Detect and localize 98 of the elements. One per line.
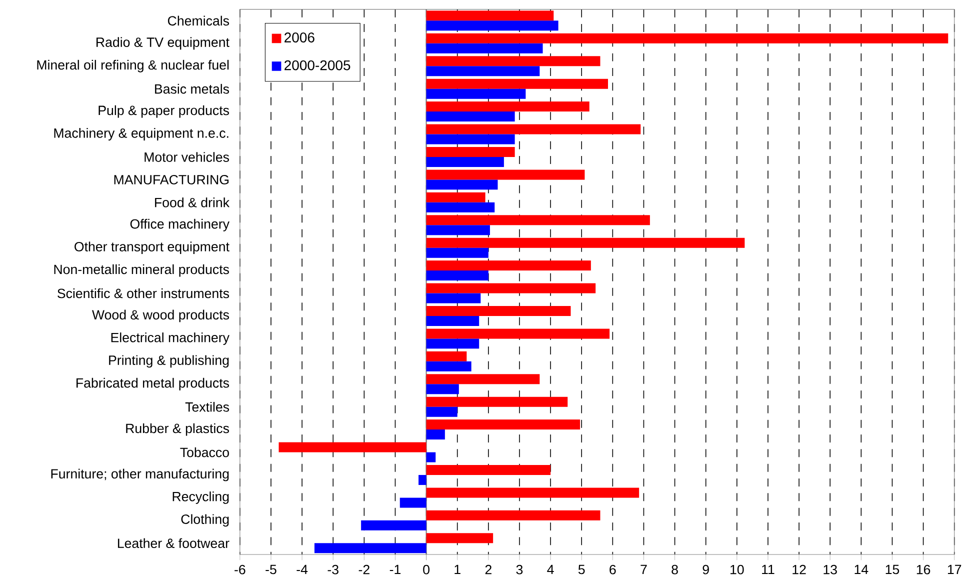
bar (426, 225, 490, 236)
bar (426, 102, 590, 112)
y-tick-label: Leather & footwear (118, 538, 230, 548)
y-tick-label: Recycling (172, 492, 229, 504)
y-tick-label: Machinery & equipment n.e.c. (54, 128, 228, 141)
y-tick-label: Tobacco (180, 447, 229, 458)
bar (426, 192, 486, 202)
bar (426, 510, 600, 521)
y-tick-label: Electrical machinery (111, 332, 230, 345)
bar (426, 20, 558, 31)
bar (426, 43, 543, 54)
y-tick-label: Motor vehicles (144, 152, 230, 162)
bar (426, 238, 745, 248)
x-tick-label: 4 (547, 564, 554, 574)
bar (426, 260, 591, 271)
bar (426, 202, 495, 212)
x-tick-label: 12 (792, 564, 806, 574)
bar (426, 452, 436, 462)
y-tick-label: Basic metals (155, 84, 230, 94)
x-tick-label: 8 (672, 564, 678, 574)
x-tick-label: 2 (485, 564, 492, 574)
legend-label: 2006 (284, 32, 314, 43)
bar (426, 10, 554, 21)
y-tick-label: Office machinery (130, 219, 230, 232)
y-tick-label: Chemicals (168, 16, 230, 26)
x-tick-label: 6 (610, 564, 616, 574)
bar (426, 270, 488, 281)
x-tick-label: 16 (916, 564, 930, 574)
x-tick-label: 5 (578, 564, 585, 574)
y-tick-label: Wood & wood products (92, 310, 230, 322)
bar (426, 316, 480, 326)
x-tick-label: -6 (234, 564, 246, 574)
bar (426, 88, 526, 99)
x-tick-label: -2 (358, 564, 370, 574)
x-tick-label: 3 (516, 564, 523, 574)
bar (426, 283, 596, 294)
x-tick-label: 9 (702, 564, 709, 574)
y-tick-label: Furniture; other manufacturing (51, 468, 229, 482)
x-tick-label: 14 (854, 564, 868, 574)
bar (426, 430, 445, 440)
y-tick-label: Rubber & plastics (126, 423, 230, 436)
y-tick-label: Radio & TV equipment (96, 37, 230, 50)
bar (400, 498, 426, 508)
bar (314, 543, 426, 554)
bar (426, 33, 948, 44)
bar (426, 215, 650, 226)
bar (426, 488, 640, 498)
bar (426, 406, 458, 417)
bar (426, 134, 515, 144)
bar (426, 328, 610, 339)
y-tick-label: Printing & publishing (109, 355, 229, 368)
bar (426, 338, 480, 349)
bar (426, 396, 568, 407)
bar (426, 78, 608, 89)
y-tick-label: Mineral oil refining & nuclear fuel (37, 60, 229, 72)
bar (426, 362, 472, 372)
bar (426, 180, 498, 190)
bar (426, 293, 481, 304)
x-tick-label: 0 (423, 564, 430, 574)
x-tick-label: -5 (266, 564, 276, 574)
bar (426, 124, 641, 134)
y-tick-label: Scientific & other instruments (58, 288, 230, 298)
y-tick-label: Clothing (181, 514, 229, 527)
x-tick-label: 1 (454, 564, 460, 574)
bar (426, 56, 600, 66)
bar (278, 442, 426, 452)
x-tick-label: -1 (390, 564, 401, 574)
x-tick-label: -3 (328, 564, 338, 574)
legend-label: 2000-2005 (284, 60, 350, 70)
y-tick-label: MANUFACTURING (114, 175, 229, 184)
bar (418, 475, 426, 486)
x-tick-label: 11 (762, 564, 774, 574)
y-tick-label: Other transport equipment (74, 242, 230, 254)
x-tick-label: 7 (640, 564, 647, 574)
bar (426, 170, 585, 180)
bar (426, 248, 488, 258)
bar (426, 147, 515, 158)
x-tick-label: 10 (730, 564, 744, 574)
bar (426, 352, 467, 362)
x-tick-label: -4 (296, 564, 308, 574)
x-tick-label: 13 (824, 564, 837, 574)
bar (426, 66, 540, 76)
y-tick-label: Textiles (185, 402, 230, 412)
x-tick-label: 17 (948, 564, 962, 574)
bar (426, 374, 540, 384)
y-tick-label: Food & drink (155, 198, 230, 208)
y-tick-label: Fabricated metal products (76, 378, 230, 390)
x-tick-label: 15 (886, 564, 900, 574)
y-tick-label: Non-metallic mineral products (54, 264, 229, 277)
bar (426, 465, 551, 476)
bar (426, 306, 571, 316)
bar (426, 384, 459, 394)
y-tick-label: Pulp & paper products (98, 105, 230, 118)
bar (426, 112, 515, 122)
bar (361, 520, 426, 530)
bar (426, 533, 494, 544)
bar (426, 420, 580, 430)
bar (426, 157, 504, 168)
